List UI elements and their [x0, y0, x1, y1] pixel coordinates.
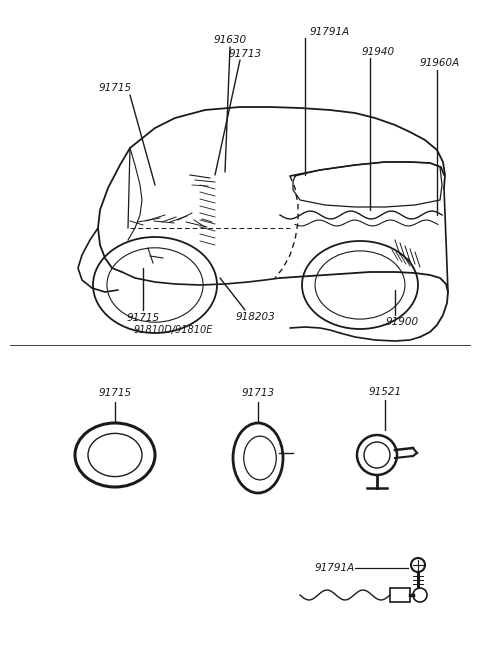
- Ellipse shape: [315, 251, 405, 319]
- Text: 91715: 91715: [98, 83, 132, 93]
- Text: 91630: 91630: [214, 35, 247, 45]
- Text: 918203: 918203: [235, 312, 275, 322]
- Ellipse shape: [244, 436, 276, 480]
- Ellipse shape: [75, 423, 155, 487]
- Ellipse shape: [364, 442, 390, 468]
- Text: 91521: 91521: [369, 387, 402, 397]
- Ellipse shape: [233, 423, 283, 493]
- Ellipse shape: [88, 434, 142, 476]
- Text: 91960A: 91960A: [420, 58, 460, 68]
- Text: 91715: 91715: [126, 313, 159, 323]
- FancyBboxPatch shape: [390, 588, 410, 602]
- Text: 91713: 91713: [241, 388, 275, 398]
- Text: 91900: 91900: [385, 317, 419, 327]
- Ellipse shape: [411, 558, 425, 572]
- Text: 91715: 91715: [98, 388, 132, 398]
- Text: 91713: 91713: [228, 49, 262, 59]
- Text: 91791A: 91791A: [310, 27, 350, 37]
- Ellipse shape: [107, 248, 203, 322]
- Text: 91791A: 91791A: [315, 563, 355, 573]
- Text: 91940: 91940: [361, 47, 395, 57]
- Text: 91810D/91810E: 91810D/91810E: [133, 325, 213, 335]
